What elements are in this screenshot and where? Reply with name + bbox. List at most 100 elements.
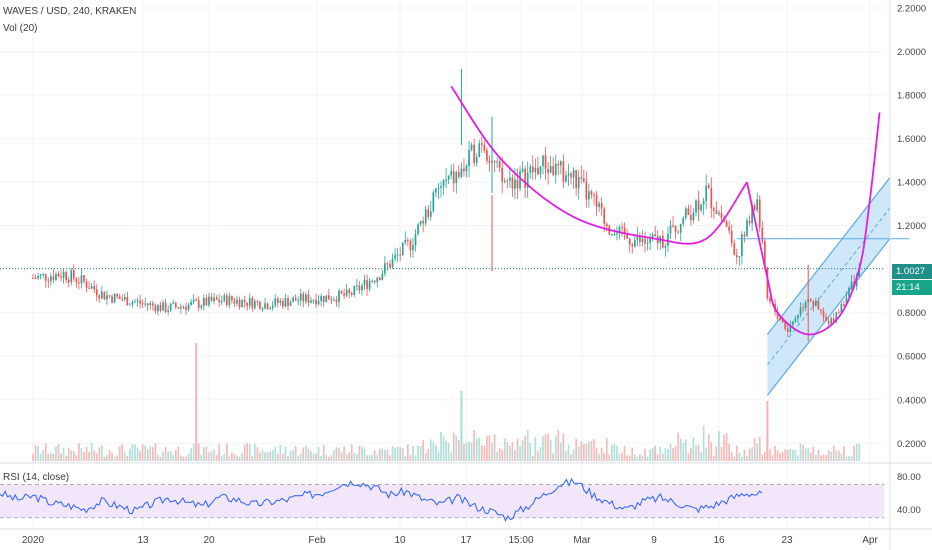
volume-bar: [345, 454, 348, 461]
candle-body: [473, 144, 475, 164]
volume-bar: [251, 456, 254, 461]
volume-bar: [503, 438, 506, 461]
volume-bar: [72, 450, 75, 461]
candle-body: [684, 208, 687, 218]
candle-body: [246, 302, 249, 306]
candle-body: [649, 237, 651, 243]
volume-bar: [164, 446, 167, 461]
candle-body: [345, 289, 348, 296]
candle-body: [93, 285, 96, 290]
price-tick-label: 1.8000: [897, 91, 926, 102]
volume-bar: [700, 451, 702, 461]
volume-bar: [322, 444, 325, 461]
volume-bar: [539, 446, 542, 461]
candle-body: [197, 300, 200, 308]
candle-body: [830, 318, 832, 324]
volume-bar: [654, 445, 657, 461]
volume-bar: [60, 453, 62, 461]
candle-body: [450, 171, 453, 176]
candle-body: [182, 306, 185, 308]
candle-body: [338, 290, 340, 303]
volume-bar: [792, 449, 794, 461]
candle-body: [271, 305, 274, 309]
volume-bar: [567, 444, 570, 461]
volume-indicator-label[interactable]: Vol (20): [3, 23, 38, 34]
candle-body: [200, 305, 203, 308]
volume-bar: [266, 452, 269, 461]
volume-bar: [560, 442, 562, 461]
volume-bar: [236, 455, 238, 461]
volume-bar: [350, 444, 353, 461]
candle-body: [67, 279, 70, 283]
candle-body: [106, 295, 108, 300]
candle-body: [840, 303, 843, 313]
candle-body: [203, 297, 205, 306]
candle-body: [641, 238, 644, 242]
volume-bar: [152, 446, 154, 461]
price-tick-label: 0.2000: [897, 439, 926, 450]
candle-body: [129, 304, 131, 306]
candle-body: [162, 302, 164, 311]
candle-body: [664, 245, 667, 248]
volume-bar: [771, 455, 774, 461]
rsi-tick-label: 80.00: [897, 472, 921, 483]
candle-body: [101, 291, 103, 299]
volume-bar: [621, 452, 623, 461]
candle-body: [292, 297, 294, 302]
candle-body: [700, 204, 702, 211]
candle-body: [682, 217, 685, 224]
volume-bar: [639, 454, 641, 461]
volume-bar: [292, 450, 294, 461]
volume-bar: [820, 455, 822, 461]
volume-bar: [669, 443, 672, 461]
volume-bar: [254, 443, 256, 461]
channel-median-line: [767, 207, 891, 366]
volume-bar: [157, 454, 159, 461]
candle-body: [368, 281, 371, 289]
candle-body: [662, 235, 664, 248]
volume-bar: [741, 456, 743, 461]
candle-body: [299, 293, 302, 301]
time-tick-label: Feb: [308, 535, 326, 546]
volume-bar: [440, 431, 442, 461]
volume-bar: [129, 448, 131, 461]
candle-body: [644, 238, 646, 244]
volume-bar: [378, 448, 381, 461]
rsi-indicator-label[interactable]: RSI (14, close): [3, 472, 70, 483]
volume-bar: [424, 453, 427, 461]
volume-bar: [246, 443, 249, 461]
candle-body: [60, 276, 62, 278]
candle-body: [39, 274, 42, 276]
candle-body: [190, 302, 192, 305]
volume-bar: [90, 443, 93, 461]
candle-body: [440, 186, 442, 188]
volume-bar: [656, 454, 659, 461]
symbol-title[interactable]: WAVES / USD, 240, KRAKEN: [3, 6, 137, 17]
volume-bar: [830, 451, 832, 461]
volume-bar: [473, 430, 475, 461]
volume-bar: [662, 453, 664, 461]
candle-body: [577, 176, 580, 189]
volume-bar: [815, 454, 817, 461]
volume-bar: [167, 451, 169, 461]
volume-bar: [470, 442, 473, 461]
rsi-line: [0, 477, 763, 522]
candle-body: [294, 297, 297, 301]
volume-bar: [832, 445, 835, 461]
volume-bar: [381, 448, 384, 461]
volume-bar: [67, 447, 70, 461]
volume-bar: [809, 452, 812, 461]
candle-body: [554, 163, 557, 176]
volume-bar: [590, 440, 593, 461]
time-tick-label: 15:00: [508, 535, 533, 546]
volume-bar: [667, 448, 669, 461]
candle-body: [613, 233, 616, 235]
candle-body: [741, 234, 743, 257]
volume-bar: [200, 454, 203, 461]
volume-bar: [526, 430, 529, 461]
candle-body: [391, 258, 394, 268]
candle-body: [735, 255, 738, 258]
candle-body: [616, 233, 618, 235]
volume-bar: [582, 444, 585, 461]
